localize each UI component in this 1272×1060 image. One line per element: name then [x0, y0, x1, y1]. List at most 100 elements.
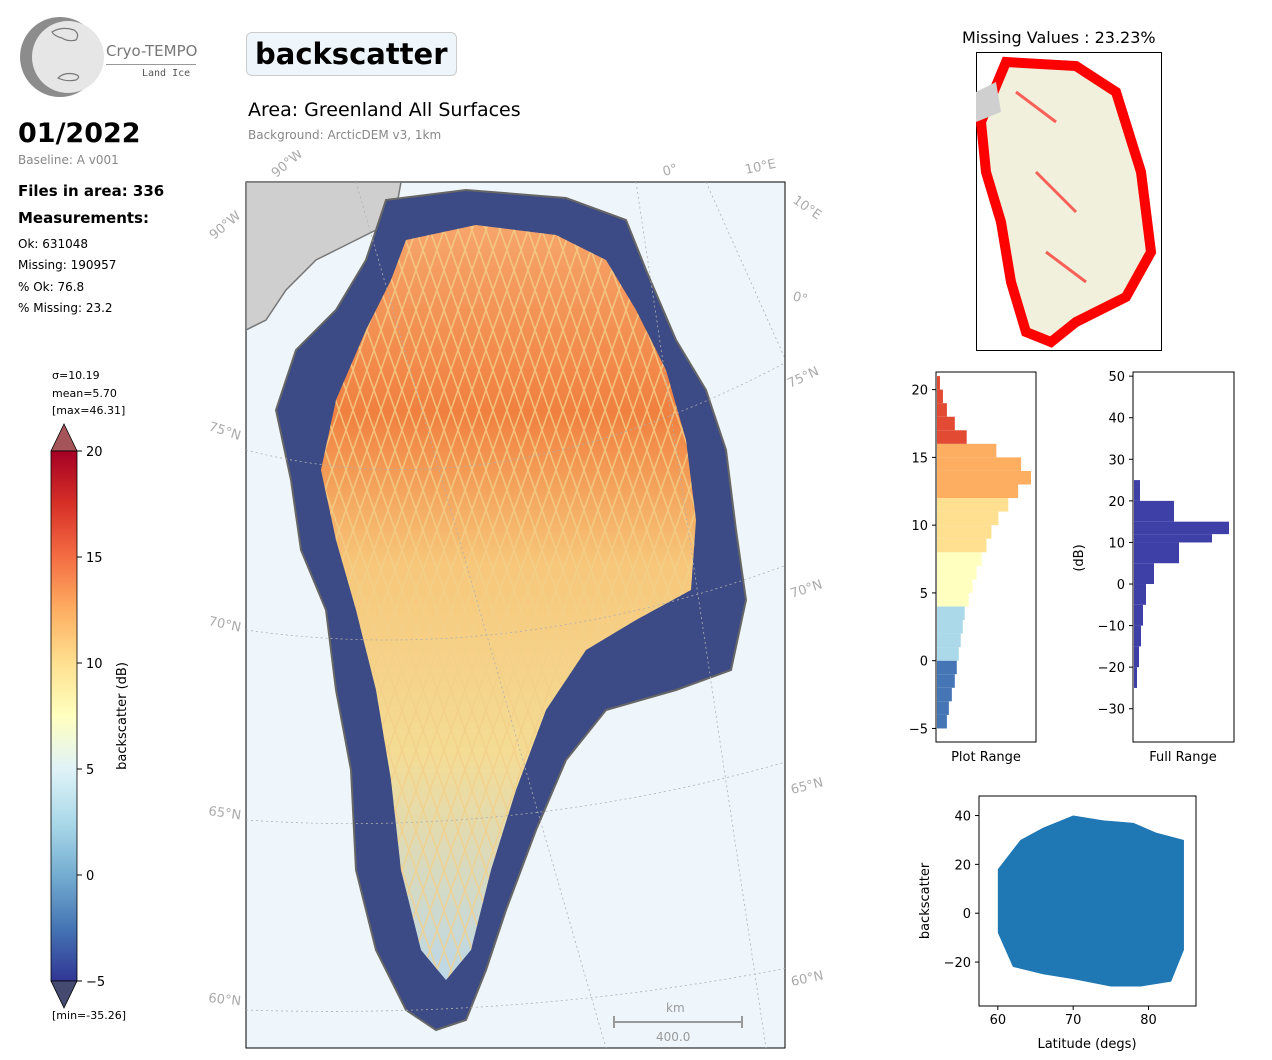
hist-bar	[1134, 534, 1212, 543]
map-label-left-90w: 90°W	[207, 208, 244, 243]
map-label-right-75n: 75°N	[785, 364, 821, 391]
hist-tick-label: 15	[911, 451, 928, 466]
hist-bar	[937, 416, 955, 431]
hist-tick-label: 5	[920, 587, 928, 602]
hist-tick-label: 0	[1117, 578, 1125, 593]
hist-tick-label: 10	[1108, 536, 1125, 551]
missing-values-title: Missing Values : 23.23%	[962, 28, 1156, 47]
scatter-ytick-label: −20	[944, 956, 971, 971]
colorbar-max: [max=46.31]	[52, 404, 126, 417]
colorbar-min: [min=-35.26]	[52, 1009, 127, 1022]
hist-bar	[1134, 521, 1229, 535]
colorbar-tick-label: −5	[86, 975, 105, 990]
map-label-left-75n: 75°N	[207, 420, 243, 444]
hist-bar	[937, 525, 992, 539]
map-label-right-0: 0°	[791, 289, 809, 307]
hist-bar	[937, 511, 999, 526]
hist-tick-label: 20	[911, 384, 928, 399]
hist-bar	[937, 660, 957, 675]
full-range-histogram: −30 −20 −10 0 10 20 30 40 50 Full Range (dB)	[1072, 370, 1235, 765]
scatter-ytick-label: 20	[954, 858, 971, 873]
colorbar-label: backscatter (dB)	[115, 662, 130, 770]
hist-bar	[1134, 604, 1143, 626]
variable-title: backscatter	[246, 32, 457, 76]
colorbar-tick-label: 5	[86, 763, 94, 778]
hist-bar	[937, 714, 947, 729]
logo-name: Cryo-TEMPO	[106, 42, 198, 60]
stat-pct-ok: % Ok: 76.8	[18, 280, 85, 294]
hist-bar	[937, 620, 963, 634]
hist-tick-label: 20	[1108, 495, 1125, 510]
stat-ok: Ok: 631048	[18, 237, 89, 251]
scatter-ytick-label: 0	[963, 907, 971, 922]
map-label-top-10e: 10°E	[744, 157, 778, 178]
map-label-left-70n: 70°N	[207, 614, 242, 635]
colorbar: −5 0 5 10 15 20 backscatter (dB)	[50, 423, 130, 1009]
hist-bar	[937, 389, 943, 404]
hist-bar	[937, 376, 940, 390]
map-label-right-70n: 70°N	[789, 577, 825, 601]
background-note: Background: ArcticDEM v3, 1km	[248, 128, 442, 142]
hist-bar	[937, 565, 977, 580]
hist-bar	[1134, 667, 1137, 688]
hist-bar	[937, 647, 959, 661]
map-label-top-0: 0°	[661, 162, 679, 180]
colorbar-sigma: σ=10.19	[52, 369, 100, 382]
latitude-scatter: 60 70 80 −20 0 20 40 Latitude (degs) backscatt…	[918, 795, 1197, 1052]
missing-values-map	[976, 52, 1162, 351]
measurements-label: Measurements:	[18, 209, 149, 227]
globe-logo-icon	[20, 17, 104, 97]
stat-missing: Missing: 190957	[18, 258, 117, 272]
map-label-right-65n: 65°N	[789, 775, 824, 797]
hist-bar	[937, 552, 982, 566]
full-range-xlabel: Full Range	[1149, 750, 1217, 765]
hist-tick-label: 50	[1108, 370, 1125, 385]
hist-bar	[937, 687, 952, 702]
map-label-right-10e: 10°E	[790, 193, 824, 223]
scatter-xtick-label: 70	[1065, 1013, 1082, 1028]
map-label-left-65n: 65°N	[207, 804, 242, 823]
scale-bar-value: 400.0	[656, 1030, 690, 1044]
colorbar-max-arrow	[50, 423, 78, 452]
hist-bar	[937, 701, 949, 715]
hist-bar	[1134, 625, 1141, 647]
scale-bar	[613, 1016, 743, 1028]
greenland-map: 90°W 0° 10°E 90°W 75°N 70°N 65°N 60°N 10…	[207, 150, 825, 1049]
logo-sub: Land Ice	[142, 68, 191, 79]
canada-land	[246, 182, 402, 331]
files-count: Files in area: 336	[18, 182, 165, 200]
satellite-tracks	[321, 225, 696, 980]
hist-bar	[937, 674, 955, 688]
hist-tick-label: 40	[1108, 412, 1125, 427]
hist-bar	[1134, 542, 1179, 564]
map-label-left-60n: 60°N	[208, 991, 242, 1009]
hist-bar	[937, 484, 1019, 499]
colorbar-tick-label: 15	[86, 551, 103, 566]
date-title: 01/2022	[18, 118, 141, 149]
hist-bar	[937, 498, 1009, 512]
hist-bar	[1134, 646, 1139, 668]
hist-bar	[937, 457, 1022, 471]
hist-bar	[937, 592, 969, 607]
hist-bar	[937, 606, 965, 621]
logo-divider	[106, 64, 196, 65]
hist-tick-label: 30	[1108, 453, 1125, 468]
colorbar-stats: σ=10.19 mean=5.70 [max=46.31]	[52, 367, 125, 420]
hist-bar	[937, 430, 967, 444]
hist-tick-label: −20	[1098, 661, 1125, 676]
hist-bar	[937, 579, 973, 593]
hist-tick-label: 0	[920, 655, 928, 670]
colorbar-tick-label: 0	[86, 869, 94, 884]
hist-tick-label: −30	[1098, 703, 1125, 718]
hist-bar	[1134, 584, 1146, 605]
hist-bar	[1134, 500, 1174, 522]
colorbar-tick-label: 20	[86, 445, 103, 460]
colorbar-gradient	[50, 450, 78, 982]
scatter-xtick-label: 60	[990, 1013, 1007, 1028]
plot-range-xlabel: Plot Range	[951, 750, 1021, 765]
colorbar-tick-label: 10	[86, 657, 103, 672]
hist-bar	[1134, 563, 1154, 585]
hist-bar	[1134, 480, 1140, 501]
map-label-right-60n: 60°N	[790, 968, 825, 989]
scatter-xtick-label: 80	[1140, 1013, 1157, 1028]
